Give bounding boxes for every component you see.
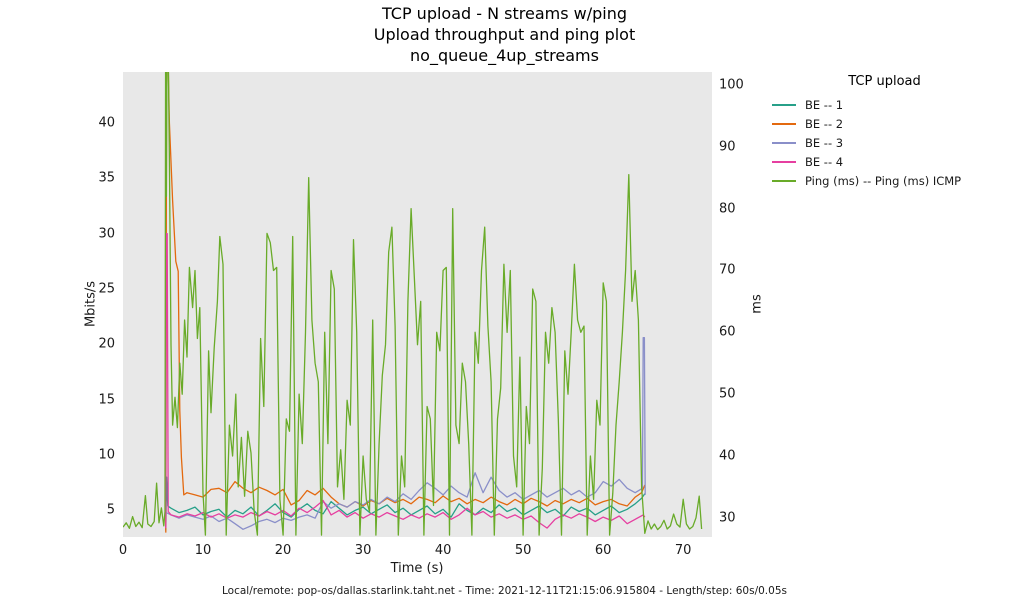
x-axis-label: Time (s) bbox=[390, 561, 444, 576]
series-line-4 bbox=[123, 72, 703, 536]
y-right-tick-60: 60 bbox=[719, 324, 736, 340]
legend-swatch-icon bbox=[772, 141, 796, 144]
legend-label: BE -- 2 bbox=[805, 116, 844, 131]
legend-swatch-icon bbox=[772, 160, 796, 163]
y-right-tick-80: 80 bbox=[719, 201, 736, 217]
y-axis-right-label: ms bbox=[749, 294, 765, 314]
x-tick-70: 70 bbox=[674, 543, 692, 558]
y-left-tick-30: 30 bbox=[98, 226, 115, 242]
series-line-2 bbox=[165, 337, 646, 530]
legend-item-4: Ping (ms) -- Ping (ms) ICMP bbox=[772, 171, 997, 190]
y-right-tick-70: 70 bbox=[719, 262, 736, 278]
legend-item-1: BE -- 2 bbox=[772, 114, 997, 133]
x-tick-10: 10 bbox=[194, 543, 212, 558]
legend-item-2: BE -- 3 bbox=[772, 133, 997, 152]
chart-title-line-1: TCP upload - N streams w/ping bbox=[381, 4, 628, 23]
series-line-3 bbox=[165, 232, 646, 529]
x-tick-60: 60 bbox=[594, 543, 612, 558]
legend-swatch-icon bbox=[772, 122, 796, 125]
y-left-tick-25: 25 bbox=[98, 281, 115, 297]
legend-swatch-icon bbox=[772, 103, 796, 106]
legend-items: BE -- 1 BE -- 2 BE -- 3 BE -- 4 Ping (ms) --… bbox=[772, 95, 997, 190]
y-right-tick-30: 30 bbox=[719, 510, 736, 526]
y-right-tick-50: 50 bbox=[719, 386, 736, 402]
legend-item-0: BE -- 1 bbox=[772, 95, 997, 114]
y-axis-left-label: Mbits/s bbox=[83, 280, 99, 328]
legend-item-3: BE -- 4 bbox=[772, 152, 997, 171]
footer-metadata: Local/remote: pop-os/dallas.starlink.tah… bbox=[222, 585, 787, 597]
y-left-tick-10: 10 bbox=[98, 447, 115, 463]
legend-label: BE -- 3 bbox=[805, 135, 844, 150]
legend-swatch-icon bbox=[772, 179, 796, 182]
chart-lines bbox=[123, 72, 703, 536]
x-tick-40: 40 bbox=[434, 543, 452, 558]
y-left-tick-20: 20 bbox=[98, 336, 115, 352]
legend: TCP upload BE -- 1 BE -- 2 BE -- 3 BE -- 4 P… bbox=[772, 74, 997, 190]
y-right-tick-40: 40 bbox=[719, 448, 736, 464]
chart-title-line-3: no_queue_4up_streams bbox=[410, 46, 599, 65]
x-tick-0: 0 bbox=[118, 543, 128, 558]
y-right-tick-90: 90 bbox=[719, 139, 736, 155]
plot-area bbox=[123, 72, 712, 537]
legend-label: BE -- 4 bbox=[805, 154, 844, 169]
y-left-tick-15: 15 bbox=[98, 392, 115, 408]
y-right-tick-100: 100 bbox=[719, 77, 744, 93]
x-tick-30: 30 bbox=[354, 543, 372, 558]
legend-label: BE -- 1 bbox=[805, 97, 844, 112]
y-left-tick-35: 35 bbox=[98, 170, 115, 186]
y-left-tick-40: 40 bbox=[98, 115, 115, 131]
legend-title: TCP upload bbox=[848, 74, 921, 89]
legend-label: Ping (ms) -- Ping (ms) ICMP bbox=[805, 173, 962, 188]
chart-title-line-2: Upload throughput and ping plot bbox=[373, 25, 636, 44]
x-tick-50: 50 bbox=[514, 543, 532, 558]
y-left-tick-5: 5 bbox=[106, 502, 115, 518]
x-tick-20: 20 bbox=[274, 543, 292, 558]
chart-title: TCP upload - N streams w/ping Upload thr… bbox=[0, 3, 1009, 66]
